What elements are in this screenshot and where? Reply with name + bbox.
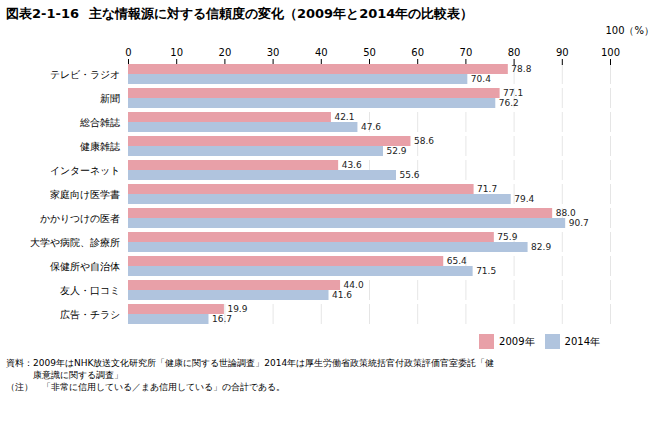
html-text:図表2-1-16: 図表2-1-16 — [6, 6, 79, 21]
svg-text:70: 70 — [460, 47, 473, 58]
svg-text:100: 100 — [601, 47, 620, 58]
svg-text:42.1: 42.1 — [334, 112, 354, 122]
svg-text:79.4: 79.4 — [514, 194, 534, 204]
svg-text:88.0: 88.0 — [556, 208, 576, 218]
svg-text:71.5: 71.5 — [476, 266, 496, 276]
html-text:主な情報源に対する信頼度の変化（2009年と2014年の比較: 主な情報源に対する信頼度の変化（2009年と2014年の比較表） — [89, 6, 474, 21]
svg-text:41.6: 41.6 — [332, 290, 352, 300]
svg-text:新聞: 新聞 — [100, 93, 120, 104]
svg-text:30: 30 — [267, 47, 280, 58]
svg-text:かかりつけの医者: かかりつけの医者 — [40, 213, 120, 224]
svg-text:60: 60 — [411, 47, 424, 58]
svg-text:77.1: 77.1 — [503, 88, 523, 98]
svg-text:20: 20 — [219, 47, 232, 58]
html-text:100（%）: 100（%） — [605, 25, 654, 36]
svg-text:保健所や自治体: 保健所や自治体 — [50, 261, 120, 272]
svg-text:10: 10 — [170, 47, 183, 58]
svg-text:大学や病院、診療所: 大学や病院、診療所 — [30, 237, 120, 248]
svg-text:78.8: 78.8 — [511, 64, 531, 74]
svg-text:家庭向け医学書: 家庭向け医学書 — [50, 189, 120, 200]
svg-text:総合雑誌: 総合雑誌 — [79, 117, 120, 128]
html-text:康意識に関する調査」: 康意識に関する調査」 — [6, 370, 123, 380]
svg-text:47.6: 47.6 — [361, 122, 381, 132]
html-text:2009年: 2009年 — [499, 335, 535, 347]
svg-text:52.9: 52.9 — [386, 146, 406, 156]
svg-text:16.7: 16.7 — [212, 314, 232, 324]
svg-text:友人・口コミ: 友人・口コミ — [60, 285, 120, 296]
svg-text:50: 50 — [363, 47, 376, 58]
html-text:2014年: 2014年 — [564, 335, 600, 347]
svg-text:80: 80 — [508, 47, 521, 58]
svg-text:55.6: 55.6 — [399, 170, 419, 180]
svg-text:健康雑誌: 健康雑誌 — [80, 141, 120, 152]
html-text:（注） 「非常に信用している／まあ信用している」の合計である: （注） 「非常に信用している／まあ信用している」の合計である。 — [6, 382, 285, 392]
svg-text:広告・チラシ: 広告・チラシ — [60, 309, 120, 320]
svg-text:インターネット: インターネット — [50, 165, 120, 176]
svg-text:82.9: 82.9 — [531, 242, 551, 252]
svg-text:76.2: 76.2 — [499, 98, 519, 108]
svg-text:90: 90 — [556, 47, 569, 58]
svg-text:44.0: 44.0 — [344, 280, 364, 290]
svg-text:43.6: 43.6 — [342, 160, 362, 170]
svg-text:65.4: 65.4 — [447, 256, 467, 266]
svg-text:40: 40 — [315, 47, 328, 58]
svg-text:71.7: 71.7 — [477, 184, 497, 194]
svg-text:70.4: 70.4 — [471, 74, 491, 84]
svg-text:0: 0 — [125, 47, 131, 58]
svg-text:テレビ・ラジオ: テレビ・ラジオ — [50, 69, 120, 80]
html-text:資料：2009年はNHK放送文化研究所「健康に関する世論調査: 資料：2009年はNHK放送文化研究所「健康に関する世論調査」2014年は厚生労… — [6, 358, 495, 368]
svg-text:75.9: 75.9 — [497, 232, 517, 242]
svg-text:58.6: 58.6 — [414, 136, 434, 146]
svg-text:90.7: 90.7 — [569, 218, 589, 228]
svg-text:19.9: 19.9 — [227, 304, 247, 314]
